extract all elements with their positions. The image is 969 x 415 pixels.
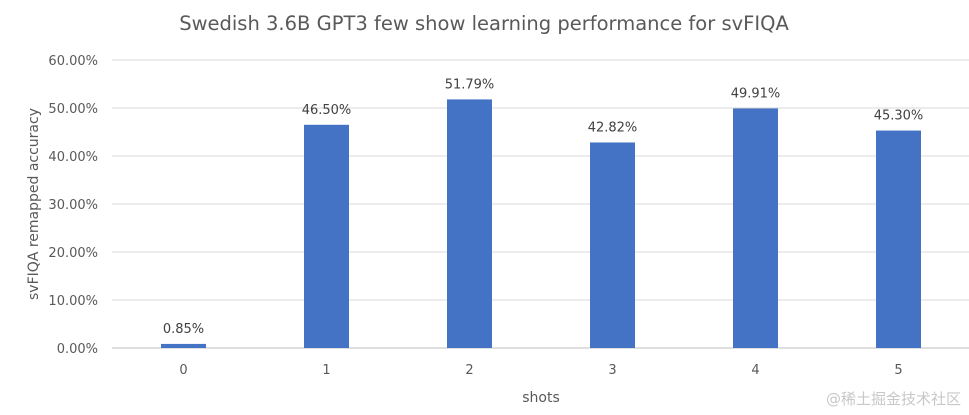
y-tick-label: 50.00% — [48, 102, 98, 117]
y-tick-label: 20.00% — [48, 246, 98, 261]
x-tick-label: 1 — [322, 363, 330, 378]
data-label: 51.79% — [445, 77, 495, 92]
y-tick-label: 0.00% — [57, 342, 98, 357]
data-label: 42.82% — [588, 120, 638, 135]
x-tick-label: 0 — [179, 363, 187, 378]
y-tick-label: 10.00% — [48, 294, 98, 309]
bar — [590, 142, 635, 348]
x-tick-label: 5 — [894, 363, 902, 378]
data-label: 45.30% — [874, 109, 924, 124]
watermark-text: @稀土掘金技术社区 — [825, 390, 961, 408]
data-label: 0.85% — [163, 322, 204, 337]
y-tick-label: 40.00% — [48, 150, 98, 165]
y-tick-label: 60.00% — [48, 54, 98, 69]
x-tick-label: 3 — [608, 363, 616, 378]
y-tick-label: 30.00% — [48, 198, 98, 213]
chart-title: Swedish 3.6B GPT3 few show learning perf… — [179, 12, 789, 35]
x-tick-label: 4 — [751, 363, 759, 378]
bar — [161, 343, 206, 348]
data-label: 49.91% — [731, 86, 781, 101]
x-tick-label: 2 — [465, 363, 473, 378]
bar — [304, 124, 349, 348]
bar — [733, 108, 778, 348]
bar — [876, 130, 921, 348]
bar — [447, 99, 492, 349]
y-axis-label: svFIQA remapped accuracy — [26, 108, 42, 300]
x-axis-label: shots — [522, 390, 560, 406]
data-label: 46.50% — [302, 103, 352, 118]
